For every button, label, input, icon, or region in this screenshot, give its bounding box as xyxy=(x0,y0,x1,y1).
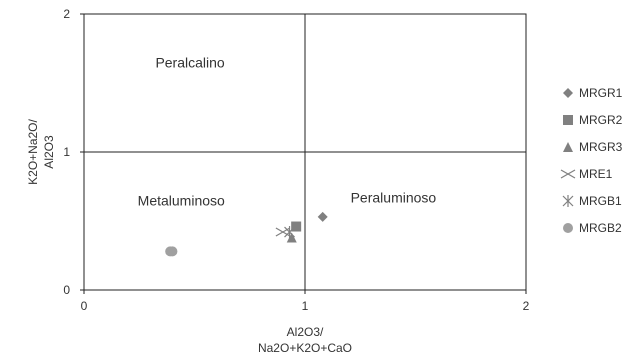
data-point-mrgr1 xyxy=(317,211,328,222)
y-axis-title-line: K2O+Na2O/ xyxy=(26,118,40,184)
region-label: Peraluminoso xyxy=(351,190,437,206)
y-tick-label: 0 xyxy=(63,283,70,297)
x-tick-label: 0 xyxy=(81,299,88,313)
x-axis-title-line: Na2O+K2O+CaO xyxy=(258,341,352,355)
data-point-mrgr3 xyxy=(286,232,297,243)
legend-label-mrgr2: MRGR2 xyxy=(579,113,623,127)
y-tick-label: 1 xyxy=(63,145,70,159)
plot-area: Peralcalino Metaluminoso Peraluminoso xyxy=(80,13,527,294)
data-point-mrgb1 xyxy=(284,226,295,239)
x-axis-title-line: Al2O3/ xyxy=(287,325,324,339)
legend-label-mrgb1: MRGB1 xyxy=(579,194,622,208)
y-axis-title-line: Al2O3 xyxy=(42,135,56,169)
legend-label-mrgb2: MRGB2 xyxy=(579,221,622,235)
legend-marker-mrgr1 xyxy=(563,88,573,98)
axis-labels: 0 1 2 0 1 2 Al2O3/Na2O+K2O+CaO K2O+Na2O/Al2O3 xyxy=(26,7,530,355)
data-point-mrgb2 xyxy=(167,246,178,257)
legend-label-mrgr3: MRGR3 xyxy=(579,140,623,154)
y-tick-label: 2 xyxy=(63,7,70,21)
x-tick-label: 2 xyxy=(523,299,530,313)
legend-marker-mrgb2 xyxy=(563,223,573,233)
data-point-mrgr2 xyxy=(291,221,302,232)
region-label: Metaluminoso xyxy=(138,192,225,208)
legend-marker-mrgr2 xyxy=(563,115,573,125)
legend-label-mre1: MRE1 xyxy=(579,167,613,181)
x-tick-label: 1 xyxy=(302,299,309,313)
legend-label-mrgr1: MRGR1 xyxy=(579,86,623,100)
legend-marker-mre1 xyxy=(560,169,576,179)
region-label: Peralcalino xyxy=(155,54,224,70)
legend-marker-mrgr3 xyxy=(563,142,573,152)
legend: MRGR1 MRGR2 MRGR3 MRE1 MRGB1 MRGB2 xyxy=(560,86,623,235)
legend-marker-mrgb1 xyxy=(562,195,574,207)
